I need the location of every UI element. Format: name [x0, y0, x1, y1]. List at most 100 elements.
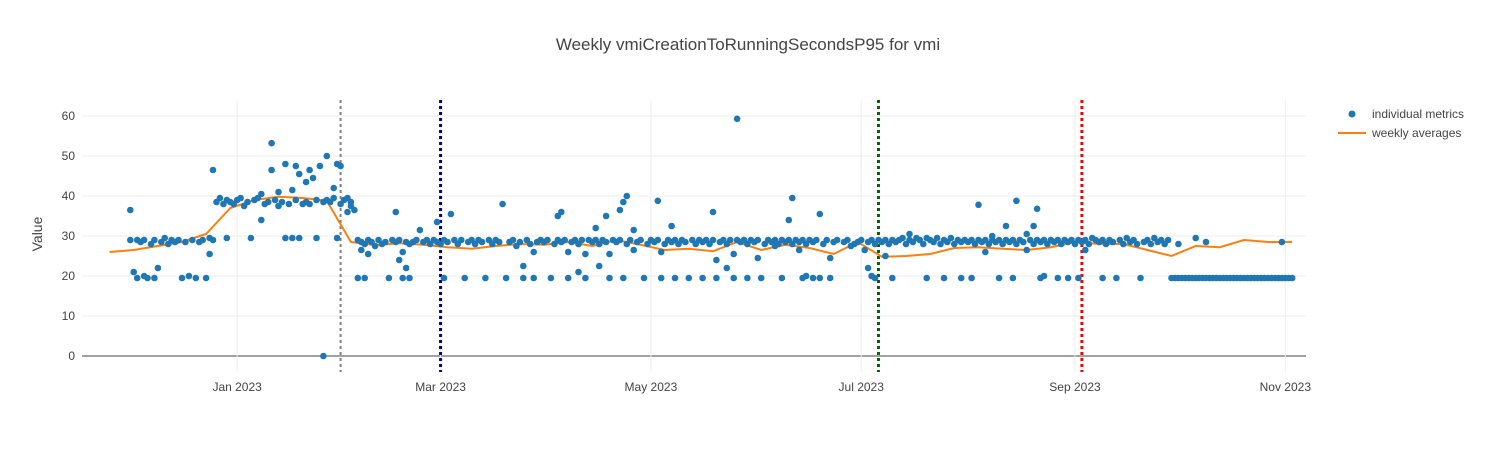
data-point[interactable] [744, 274, 751, 282]
data-point[interactable] [1020, 238, 1027, 246]
data-point[interactable] [530, 274, 537, 282]
data-point[interactable] [209, 166, 217, 174]
data-point[interactable] [1013, 197, 1020, 205]
data-point[interactable] [292, 162, 300, 170]
data-point[interactable] [395, 256, 403, 264]
data-point[interactable] [144, 274, 151, 282]
data-point[interactable] [671, 274, 679, 282]
data-point[interactable] [399, 274, 407, 282]
data-point[interactable] [657, 274, 665, 282]
data-point[interactable] [592, 224, 599, 232]
data-point[interactable] [789, 194, 796, 202]
data-point[interactable] [313, 234, 320, 242]
data-point[interactable] [816, 274, 824, 282]
data-point[interactable] [882, 252, 889, 260]
data-point[interactable] [968, 274, 975, 282]
data-point[interactable] [1175, 240, 1182, 248]
data-point[interactable] [1120, 240, 1127, 248]
data-point[interactable] [316, 162, 324, 170]
data-point[interactable] [185, 272, 193, 280]
data-point[interactable] [620, 198, 627, 206]
data-point[interactable] [530, 248, 537, 256]
data-point[interactable] [1002, 222, 1010, 230]
data-point[interactable] [654, 197, 662, 205]
data-point[interactable] [178, 274, 186, 282]
data-point[interactable] [713, 274, 720, 282]
data-point[interactable] [899, 234, 906, 242]
data-point[interactable] [578, 236, 586, 244]
data-point[interactable] [668, 222, 675, 230]
data-point[interactable] [458, 236, 465, 244]
data-point[interactable] [392, 208, 400, 216]
data-point[interactable] [202, 274, 210, 282]
data-point[interactable] [509, 236, 517, 244]
data-point[interactable] [871, 274, 879, 282]
data-point[interactable] [330, 194, 338, 202]
data-point[interactable] [502, 274, 510, 282]
data-point[interactable] [154, 264, 162, 272]
data-point[interactable] [447, 210, 455, 218]
data-point[interactable] [289, 234, 296, 242]
data-point[interactable] [564, 274, 572, 282]
data-point[interactable] [1099, 274, 1106, 282]
data-point[interactable] [602, 238, 610, 246]
data-point[interactable] [382, 238, 389, 246]
data-point[interactable] [802, 272, 810, 280]
data-point[interactable] [1030, 222, 1037, 230]
data-point[interactable] [216, 194, 224, 202]
data-point[interactable] [499, 200, 506, 208]
data-point[interactable] [351, 206, 358, 214]
data-point[interactable] [344, 208, 351, 216]
data-point[interactable] [206, 250, 213, 258]
data-point[interactable] [623, 192, 631, 200]
data-point[interactable] [302, 178, 310, 186]
data-point[interactable] [364, 250, 372, 258]
data-point[interactable] [564, 248, 572, 256]
data-point[interactable] [247, 234, 255, 242]
data-point[interactable] [754, 254, 762, 262]
data-point[interactable] [816, 210, 824, 218]
data-point[interactable] [826, 254, 834, 262]
data-point[interactable] [595, 262, 603, 270]
data-point[interactable] [295, 234, 303, 242]
data-point[interactable] [640, 274, 648, 282]
data-point[interactable] [1033, 205, 1041, 213]
data-point[interactable] [575, 268, 582, 276]
data-point[interactable] [371, 242, 379, 250]
data-point[interactable] [616, 206, 624, 214]
data-point[interactable] [754, 236, 762, 244]
data-point[interactable] [306, 200, 313, 208]
data-point[interactable] [1192, 234, 1199, 242]
data-point[interactable] [795, 246, 803, 254]
data-point[interactable] [175, 236, 182, 244]
data-point[interactable] [626, 236, 634, 244]
data-point[interactable] [1082, 246, 1089, 254]
data-point[interactable] [833, 236, 841, 244]
data-point[interactable] [244, 198, 251, 206]
data-point[interactable] [844, 236, 851, 244]
data-point[interactable] [264, 198, 272, 206]
data-point[interactable] [1085, 240, 1093, 248]
data-point[interactable] [209, 236, 217, 244]
data-point[interactable] [433, 218, 441, 226]
data-point[interactable] [1064, 274, 1072, 282]
data-point[interactable] [282, 234, 289, 242]
data-point[interactable] [1075, 274, 1082, 282]
data-point[interactable] [354, 274, 362, 282]
data-point[interactable] [133, 274, 141, 282]
data-point[interactable] [1023, 246, 1030, 254]
data-point[interactable] [520, 274, 527, 282]
data-point[interactable] [1133, 240, 1141, 248]
data-point[interactable] [358, 246, 365, 254]
data-point[interactable] [444, 238, 451, 246]
data-point[interactable] [654, 236, 662, 244]
data-point[interactable] [616, 236, 624, 244]
data-point[interactable] [620, 274, 627, 282]
data-point[interactable] [130, 268, 137, 276]
data-point[interactable] [189, 236, 196, 244]
data-point[interactable] [330, 184, 338, 192]
data-point[interactable] [399, 248, 407, 256]
data-point[interactable] [285, 200, 293, 208]
data-point[interactable] [192, 274, 200, 282]
data-point[interactable] [982, 248, 989, 256]
